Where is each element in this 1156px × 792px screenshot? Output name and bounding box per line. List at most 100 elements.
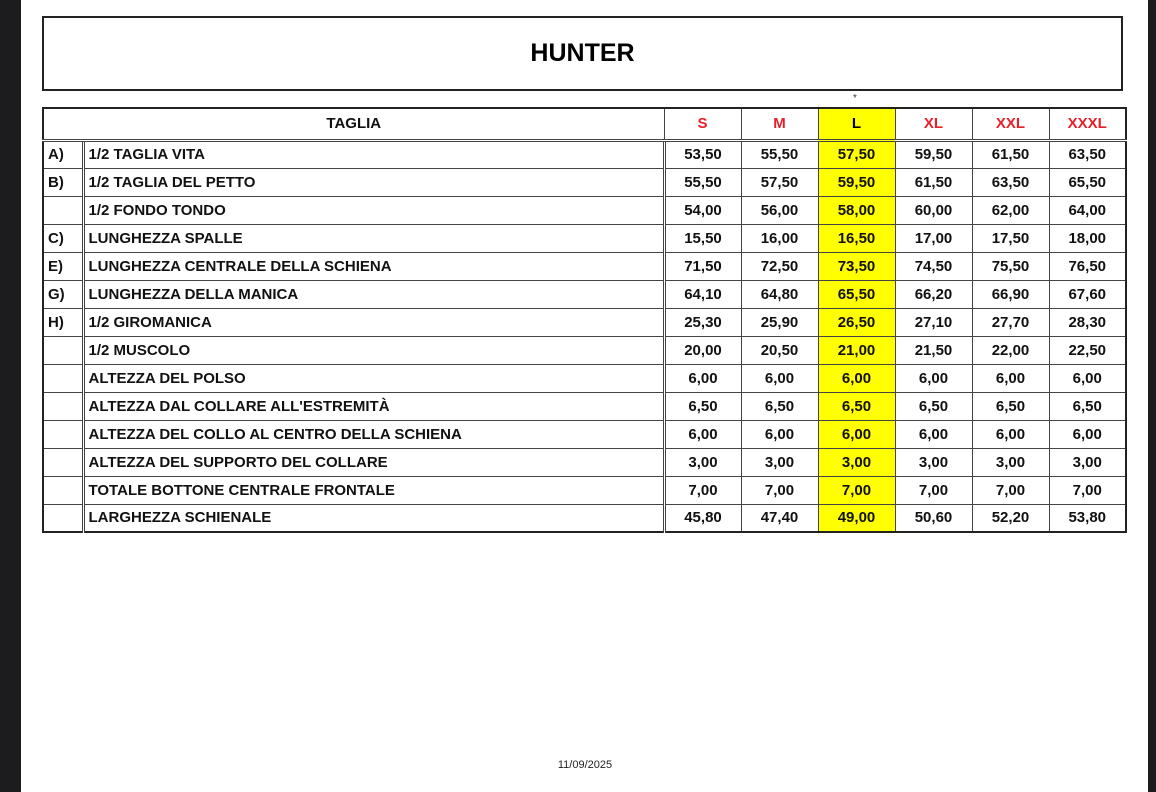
table-row: LARGHEZZA SCHIENALE 45,80 47,40 49,00 50,60 5… [42,503,1127,533]
row-letter: A) [42,139,85,169]
cell-value: 6,00 [894,419,973,449]
cell-value: 76,50 [1048,251,1127,281]
table-row: 1/2 MUSCOLO 20,00 20,50 21,00 21,50 22,00 22,5… [42,335,1127,365]
cell-value: 57,50 [740,167,819,197]
cell-value: 6,50 [740,391,819,421]
cell-value: 6,00 [1048,363,1127,393]
cell-value: 53,50 [663,139,742,169]
table-row: A) 1/2 TAGLIA VITA 53,50 55,50 57,50 59,50 61… [42,139,1127,169]
cell-value: 56,00 [740,195,819,225]
cell-value: 57,50 [817,139,896,169]
cell-value: 6,00 [1048,419,1127,449]
cell-value: 28,30 [1048,307,1127,337]
size-header: XL [894,107,973,142]
size-header: XXXL [1048,107,1127,142]
row-letter [42,503,85,533]
cell-value: 63,50 [971,167,1050,197]
row-letter: E) [42,251,85,281]
cell-value: 71,50 [663,251,742,281]
cell-value: 52,20 [971,503,1050,533]
row-letter [42,419,85,449]
row-letter [42,335,85,365]
cell-value: 21,50 [894,335,973,365]
cell-value: 21,00 [817,335,896,365]
cell-value: 63,50 [1048,139,1127,169]
cell-value: 59,50 [817,167,896,197]
cell-value: 3,00 [817,447,896,477]
table-row: G) LUNGHEZZA DELLA MANICA 64,10 64,80 65,50… [42,279,1127,309]
cell-value: 27,70 [971,307,1050,337]
cell-value: 3,00 [971,447,1050,477]
cell-value: 25,90 [740,307,819,337]
size-header: XXL [971,107,1050,142]
row-letter [42,391,85,421]
cell-value: 62,00 [971,195,1050,225]
cell-value: 18,00 [1048,223,1127,253]
row-letter: H) [42,307,85,337]
viewer-left-edge [0,0,21,792]
header-row: TAGLIA S M L XL XXL XXXL [42,107,1127,142]
cell-value: 64,00 [1048,195,1127,225]
cell-value: 65,50 [817,279,896,309]
cell-value: 66,90 [971,279,1050,309]
table-row: TOTALE BOTTONE CENTRALE FRONTALE 7,00 7,00… [42,475,1127,505]
cell-value: 55,50 [740,139,819,169]
cell-value: 7,00 [663,475,742,505]
cell-value: 59,50 [894,139,973,169]
cell-value: 73,50 [817,251,896,281]
cell-value: 16,00 [740,223,819,253]
cell-value: 61,50 [894,167,973,197]
cell-value: 6,00 [971,363,1050,393]
table-row: H) 1/2 GIROMANICA 25,30 25,90 26,50 27,10 27,… [42,307,1127,337]
cell-value: 6,00 [663,419,742,449]
size-table: TAGLIA S M L XL XXL XXXL A) 1/2 TAGLIA V… [42,107,1127,533]
table-row: ALTEZZA DEL POLSO 6,00 6,00 6,00 6,00 6,00 6,0… [42,363,1127,393]
row-label: 1/2 FONDO TONDO [82,195,666,225]
cell-value: 3,00 [740,447,819,477]
cell-value: 6,00 [894,363,973,393]
cell-value: 65,50 [1048,167,1127,197]
cell-value: 6,00 [817,419,896,449]
table-row: 1/2 FONDO TONDO 54,00 56,00 58,00 60,00 62,00… [42,195,1127,225]
cell-value: 54,00 [663,195,742,225]
cell-value: 3,00 [1048,447,1127,477]
cell-value: 15,50 [663,223,742,253]
row-letter: G) [42,279,85,309]
row-label: ALTEZZA DEL SUPPORTO DEL COLLARE [82,447,666,477]
row-letter [42,447,85,477]
cell-value: 6,00 [663,363,742,393]
size-header-highlighted: L [817,107,896,142]
row-label: 1/2 TAGLIA VITA [82,139,666,169]
page-title: HUNTER [530,39,635,67]
footer-date: 11/09/2025 [557,759,613,771]
cell-value: 53,80 [1048,503,1127,533]
cell-value: 22,50 [1048,335,1127,365]
cell-value: 6,00 [971,419,1050,449]
cell-value: 50,60 [894,503,973,533]
row-label: ALTEZZA DAL COLLARE ALL'ESTREMITÀ [82,391,666,421]
cell-value: 58,00 [817,195,896,225]
row-letter: B) [42,167,85,197]
cell-value: 67,60 [1048,279,1127,309]
row-letter [42,475,85,505]
cell-value: 45,80 [663,503,742,533]
cell-value: 47,40 [740,503,819,533]
cell-value: 25,30 [663,307,742,337]
row-label: ALTEZZA DEL COLLO AL CENTRO DELLA SCHIEN… [82,419,666,449]
table-row: ALTEZZA DEL SUPPORTO DEL COLLARE 3,00 3,00… [42,447,1127,477]
cell-value: 6,00 [740,363,819,393]
row-label: LARGHEZZA SCHIENALE [82,503,666,533]
row-label: TOTALE BOTTONE CENTRALE FRONTALE [82,475,666,505]
table-row: C) LUNGHEZZA SPALLE 15,50 16,00 16,50 17,00 1… [42,223,1127,253]
cell-value: 3,00 [894,447,973,477]
cell-value: 7,00 [740,475,819,505]
cell-value: 49,00 [817,503,896,533]
cell-value: 20,00 [663,335,742,365]
cell-value: 72,50 [740,251,819,281]
cell-value: 7,00 [817,475,896,505]
cell-value: 64,10 [663,279,742,309]
cell-value: 64,80 [740,279,819,309]
size-header: S [663,107,742,142]
header-taglia: TAGLIA [42,107,665,142]
table-row: B) 1/2 TAGLIA DEL PETTO 55,50 57,50 59,50 61… [42,167,1127,197]
